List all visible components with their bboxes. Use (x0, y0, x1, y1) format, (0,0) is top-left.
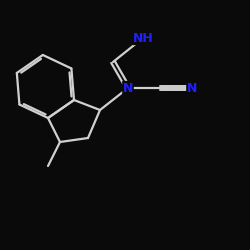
Text: N: N (123, 82, 133, 94)
Text: NH: NH (132, 32, 154, 44)
Text: N: N (187, 82, 197, 94)
